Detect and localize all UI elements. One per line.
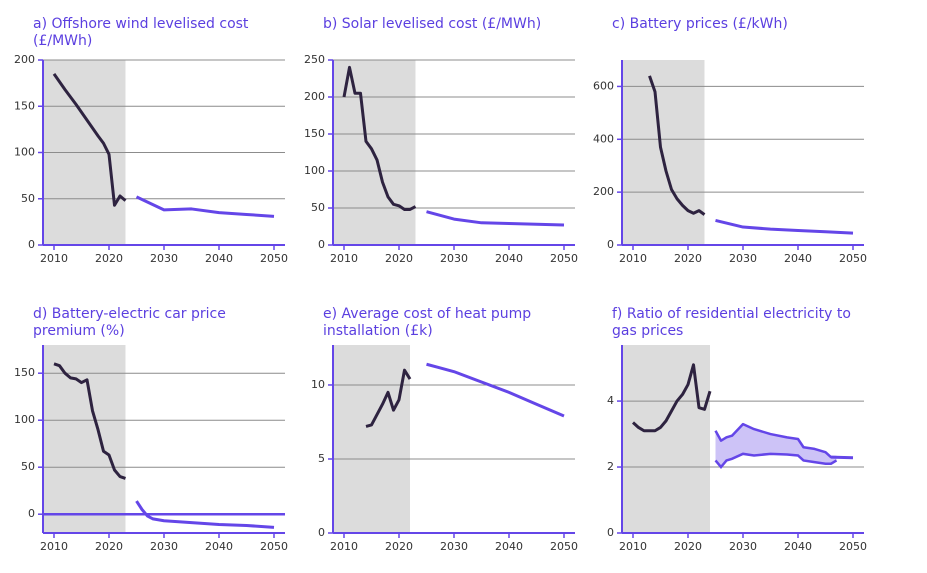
chart-title: b) Solar levelised cost (£/MWh) [323,16,542,32]
x-tick-label: 2040 [784,252,812,265]
chart-title: d) Battery-electric car price premium (%… [33,306,226,339]
x-tick-label: 2010 [40,540,68,553]
x-tick-label: 2010 [330,252,358,265]
x-tick-label: 2040 [205,252,233,265]
x-tick-label: 2020 [674,540,702,553]
y-tick-label: 150 [304,127,325,140]
x-tick-label: 2030 [150,540,178,553]
x-tick-label: 2040 [495,252,523,265]
band-lower [714,452,838,469]
x-tick-label: 2040 [205,540,233,553]
y-tick-label: 200 [593,185,614,198]
x-tick-label: 2020 [95,252,123,265]
x-tick-label: 2020 [95,540,123,553]
series-line [52,73,127,207]
series-line [53,362,126,480]
x-tick-label: 2030 [729,540,757,553]
y-tick-label: 0 [28,507,35,520]
y-tick-label: 0 [607,238,614,251]
x-tick-label: 2010 [330,540,358,553]
x-tick-label: 2020 [674,252,702,265]
x-tick-label: 2010 [40,252,68,265]
y-tick-label: 50 [311,201,325,214]
x-tick-label: 2050 [260,540,288,553]
y-tick-label: 0 [318,238,325,251]
x-tick-label: 2030 [440,252,468,265]
series-line [830,455,854,460]
x-tick-label: 2050 [839,540,867,553]
series-line [135,195,275,218]
x-tick-label: 2030 [729,252,757,265]
historical-shade [622,345,710,533]
x-tick-label: 2050 [260,252,288,265]
y-tick-label: 200 [304,90,325,103]
y-tick-label: 200 [14,53,35,66]
x-tick-label: 2050 [839,252,867,265]
x-tick-label: 2050 [550,252,578,265]
x-tick-label: 2040 [784,540,812,553]
y-tick-label: 150 [14,366,35,379]
y-tick-label: 100 [304,164,325,177]
y-tick-label: 10 [311,378,325,391]
y-tick-label: 50 [21,192,35,205]
x-tick-label: 2030 [150,252,178,265]
chart-title: e) Average cost of heat pump installatio… [323,306,532,339]
x-tick-label: 2040 [495,540,523,553]
x-tick-label: 2010 [619,252,647,265]
chart-title: f) Ratio of residential electricity to g… [612,306,851,339]
x-tick-label: 2030 [440,540,468,553]
series-line [342,65,417,211]
series-line [426,210,565,227]
x-tick-label: 2010 [619,540,647,553]
y-tick-label: 2 [607,460,614,473]
y-tick-label: 600 [593,79,614,92]
historical-shade [333,345,410,533]
y-tick-label: 5 [318,452,325,465]
series-line [135,500,275,529]
x-tick-label: 2020 [385,252,413,265]
y-tick-label: 100 [14,146,35,159]
series-line [365,368,412,428]
y-tick-label: 100 [14,413,35,426]
y-tick-label: 50 [21,460,35,473]
y-tick-label: 0 [318,526,325,539]
series-line [648,75,706,216]
chart-title: a) Offshore wind levelised cost (£/MWh) [33,16,249,49]
y-tick-label: 400 [593,132,614,145]
y-tick-label: 250 [304,53,325,66]
series-line [715,218,854,235]
y-tick-label: 150 [14,99,35,112]
range-band [715,424,837,468]
y-tick-label: 0 [28,238,35,251]
x-tick-label: 2020 [385,540,413,553]
chart-title: c) Battery prices (£/kWh) [612,16,788,32]
band-upper [714,422,837,459]
x-tick-label: 2050 [550,540,578,553]
series-line [426,362,565,418]
series-line [631,363,712,433]
y-tick-label: 4 [607,394,614,407]
y-tick-label: 0 [607,526,614,539]
historical-shade [43,345,126,533]
